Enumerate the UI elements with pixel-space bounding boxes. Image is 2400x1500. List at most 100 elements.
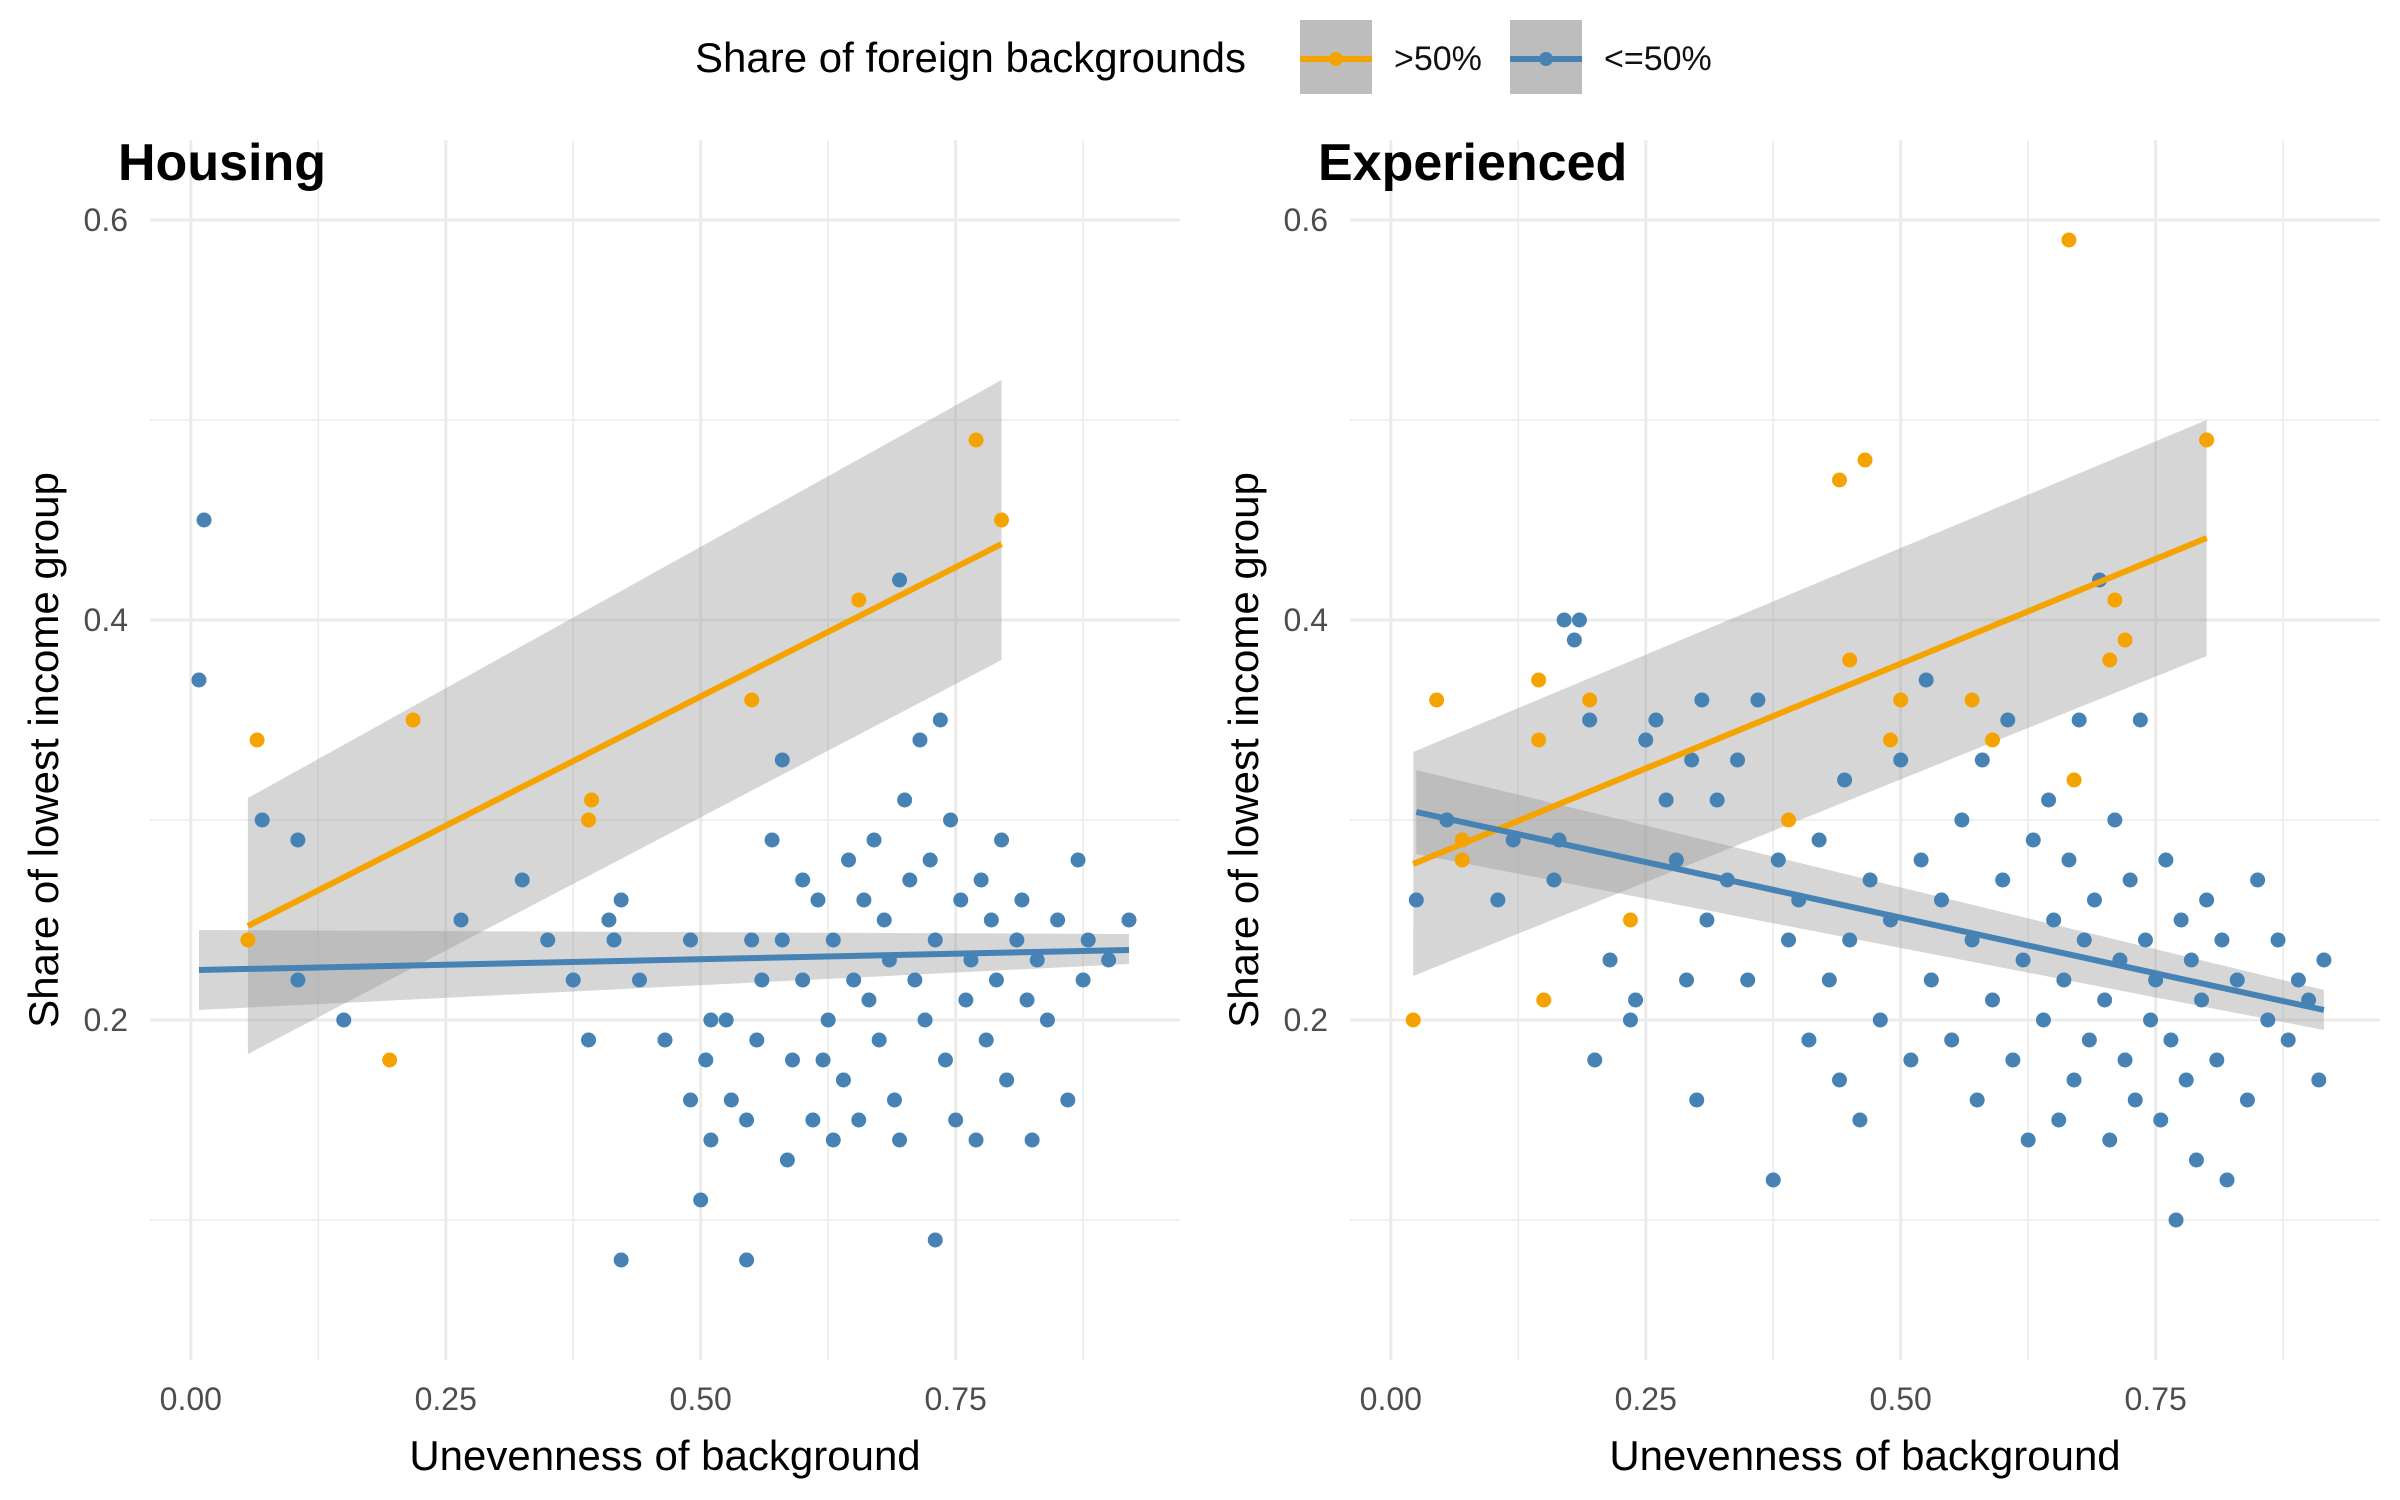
data-point xyxy=(886,1092,902,1108)
trend-line-series-1 xyxy=(1415,809,2325,1013)
data-point xyxy=(2270,932,2286,948)
data-point xyxy=(846,972,862,988)
data-point xyxy=(1811,832,1827,848)
data-point xyxy=(1969,1092,1985,1108)
data-point xyxy=(584,792,600,808)
data-point xyxy=(2290,972,2306,988)
data-point xyxy=(937,1052,953,1068)
data-point xyxy=(2005,1052,2021,1068)
data-point xyxy=(1648,712,1664,728)
data-point xyxy=(196,512,212,528)
data-point xyxy=(1080,932,1096,948)
data-point xyxy=(2153,1112,2169,1128)
legend-label-high: >50% xyxy=(1394,40,1482,78)
data-point xyxy=(1842,652,1858,668)
data-point xyxy=(2137,932,2153,948)
data-point xyxy=(2097,992,2113,1008)
data-point xyxy=(1750,692,1766,708)
x-tick-label: 0.50 xyxy=(670,1381,732,1417)
data-point xyxy=(191,672,207,688)
data-point xyxy=(1694,692,1710,708)
data-point xyxy=(2316,952,2332,968)
data-point xyxy=(2107,812,2123,828)
data-point xyxy=(805,1112,821,1128)
data-point xyxy=(943,812,959,828)
data-point xyxy=(2066,1072,2082,1088)
data-point xyxy=(249,732,265,748)
data-point xyxy=(2280,1032,2296,1048)
data-point xyxy=(1029,952,1045,968)
data-point xyxy=(2081,1032,2097,1048)
data-point xyxy=(1852,1112,1868,1128)
data-point xyxy=(739,1112,755,1128)
data-point xyxy=(2260,1012,2276,1028)
data-point xyxy=(2117,632,2133,648)
data-point xyxy=(2250,872,2266,888)
data-point xyxy=(2076,932,2092,948)
data-point xyxy=(2311,1072,2327,1088)
data-point xyxy=(703,1132,719,1148)
data-point xyxy=(851,1112,867,1128)
data-point xyxy=(2061,852,2077,868)
data-point xyxy=(1964,692,1980,708)
data-point xyxy=(968,1132,984,1148)
data-point xyxy=(820,1012,836,1028)
data-point xyxy=(779,1152,795,1168)
y-tick-label: 0.2 xyxy=(1284,1002,1328,1038)
data-point xyxy=(1781,812,1797,828)
panel-title: Housing xyxy=(118,134,326,192)
data-point xyxy=(1984,992,2000,1008)
data-point xyxy=(754,972,770,988)
data-point xyxy=(240,932,256,948)
x-tick-label: 0.00 xyxy=(160,1381,222,1417)
data-point xyxy=(1944,1032,1960,1048)
data-point xyxy=(2209,1052,2225,1068)
data-point xyxy=(1546,872,1562,888)
data-point xyxy=(1882,732,1898,748)
confidence-band-series-0 xyxy=(247,380,1002,1054)
trend-line-series-1 xyxy=(198,947,1130,973)
data-point xyxy=(2143,1012,2159,1028)
data-point xyxy=(927,1232,943,1248)
points-series-0 xyxy=(240,432,1010,1068)
data-point xyxy=(382,1052,398,1068)
data-point xyxy=(657,1032,673,1048)
data-point xyxy=(841,852,857,868)
data-point xyxy=(1679,972,1695,988)
data-point xyxy=(2163,1032,2179,1048)
data-point xyxy=(1121,912,1137,928)
data-point xyxy=(1923,972,1939,988)
data-point xyxy=(1832,472,1848,488)
data-point xyxy=(948,1112,964,1128)
data-point xyxy=(2035,1012,2051,1028)
x-tick-label: 0.50 xyxy=(1870,1381,1932,1417)
data-point xyxy=(540,932,556,948)
data-point xyxy=(254,812,270,828)
x-tick-label: 0.25 xyxy=(1615,1381,1677,1417)
data-point xyxy=(2188,1152,2204,1168)
data-point xyxy=(1582,712,1598,728)
data-point xyxy=(1628,992,1644,1008)
data-point xyxy=(1903,1052,1919,1068)
data-point xyxy=(613,892,629,908)
data-point xyxy=(1801,1032,1817,1048)
data-point xyxy=(632,972,648,988)
data-point xyxy=(1075,972,1091,988)
data-point xyxy=(1984,732,2000,748)
data-point xyxy=(810,892,826,908)
data-point xyxy=(703,1012,719,1028)
data-point xyxy=(606,932,622,948)
data-point xyxy=(953,892,969,908)
data-point xyxy=(1862,872,1878,888)
grid xyxy=(150,140,1180,1360)
data-point xyxy=(2061,232,2077,248)
data-point xyxy=(1622,1012,1638,1028)
data-point xyxy=(581,812,597,828)
data-point xyxy=(917,1012,933,1028)
data-point xyxy=(978,1032,994,1048)
data-point xyxy=(902,872,918,888)
data-point xyxy=(2194,992,2210,1008)
data-point xyxy=(1602,952,1618,968)
data-point xyxy=(2066,772,2082,788)
data-point xyxy=(565,972,581,988)
